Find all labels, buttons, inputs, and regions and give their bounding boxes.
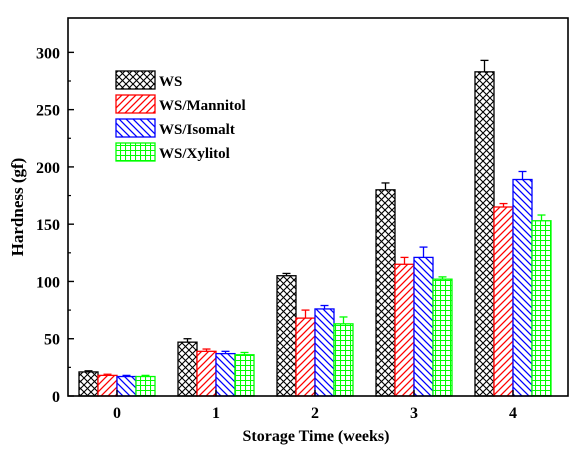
y-tick-label: 250 <box>36 103 60 120</box>
x-axis-label: Storage Time (weeks) <box>243 428 390 445</box>
bar-ws-week-3 <box>375 189 396 397</box>
bar-ws-isomalt-week-4 <box>512 178 533 397</box>
bar-ws-mannitol-week-0 <box>97 374 118 397</box>
error-bar-ws-xylitol-week-4 <box>537 214 546 221</box>
error-bar-ws-week-2 <box>282 272 291 276</box>
bar-ws-week-4 <box>474 71 495 397</box>
y-tick-label: 200 <box>36 160 60 177</box>
error-bar-ws-mannitol-week-3 <box>400 256 409 265</box>
bar-ws-isomalt-week-0 <box>116 375 137 397</box>
x-tick-label: 0 <box>113 405 121 422</box>
error-bar-ws-week-0 <box>84 370 93 372</box>
x-tick-label: 1 <box>212 405 220 422</box>
bar-ws-xylitol-week-4 <box>531 220 552 397</box>
legend-label: WS/Mannitol <box>159 98 246 114</box>
bar-ws-isomalt-week-1 <box>215 352 236 397</box>
legend-label: WS/Isomalt <box>159 122 235 138</box>
legend-label: WS/Xylitol <box>159 146 230 162</box>
legend-item: WS <box>115 70 182 90</box>
y-axis-label: Hardness (gf) <box>8 158 27 257</box>
error-bar-ws-isomalt-week-4 <box>518 170 527 180</box>
legend: WS WS/Mannitol WS/Isomalt WS/Xylitol <box>115 70 246 162</box>
error-bar-ws-isomalt-week-0 <box>122 374 131 377</box>
bar-ws-week-0 <box>78 371 99 397</box>
bar-ws-mannitol-week-3 <box>394 263 415 397</box>
error-bars <box>84 59 546 377</box>
error-bar-ws-isomalt-week-2 <box>320 304 329 309</box>
error-bar-ws-xylitol-week-0 <box>141 374 150 377</box>
error-bar-ws-mannitol-week-1 <box>202 348 211 352</box>
legend-item: WS/Isomalt <box>115 118 235 138</box>
error-bar-ws-xylitol-week-1 <box>240 351 249 355</box>
y-tick-label: 50 <box>44 332 60 349</box>
error-bar-ws-week-1 <box>183 338 192 343</box>
legend-swatch <box>115 118 156 138</box>
error-bar-ws-week-4 <box>480 59 489 72</box>
bar-ws-mannitol-week-4 <box>493 206 514 397</box>
legend-label: WS <box>159 74 182 90</box>
legend-item: WS/Xylitol <box>115 142 230 162</box>
y-tick-label: 150 <box>36 217 60 234</box>
bar-ws-mannitol-week-1 <box>196 350 217 397</box>
legend-item: WS/Mannitol <box>115 94 246 114</box>
legend-swatch <box>115 70 156 90</box>
bar-ws-week-1 <box>177 341 198 397</box>
error-bar-ws-isomalt-week-1 <box>221 350 230 354</box>
error-bar-ws-mannitol-week-0 <box>103 373 112 376</box>
x-tick-label: 3 <box>410 405 418 422</box>
bar-ws-isomalt-week-3 <box>413 256 434 397</box>
error-bar-ws-mannitol-week-4 <box>499 202 508 207</box>
bar-ws-xylitol-week-1 <box>234 354 255 397</box>
x-tick-label: 2 <box>311 405 319 422</box>
y-tick-label: 100 <box>36 274 60 291</box>
bar-ws-xylitol-week-2 <box>333 323 354 397</box>
bar-ws-xylitol-week-0 <box>135 375 156 397</box>
error-bar-ws-mannitol-week-2 <box>301 309 310 319</box>
legend-swatch <box>115 94 156 114</box>
bar-ws-week-2 <box>276 275 297 397</box>
plot-frame <box>67 17 569 397</box>
bar-ws-mannitol-week-2 <box>295 317 316 397</box>
x-tick-label: 4 <box>509 405 517 422</box>
legend-swatch <box>115 142 156 162</box>
error-bar-ws-isomalt-week-3 <box>419 246 428 258</box>
error-bar-ws-xylitol-week-2 <box>339 316 348 324</box>
y-tick-label: 300 <box>36 45 60 62</box>
error-bar-ws-week-3 <box>381 182 390 190</box>
y-tick-label: 0 <box>52 389 60 406</box>
axis-ticks: 0 50 100 150 200 250 300 0 1 2 3 4 <box>36 45 517 422</box>
bar-ws-isomalt-week-2 <box>314 308 335 397</box>
bar-ws-xylitol-week-3 <box>432 278 453 397</box>
error-bar-ws-xylitol-week-3 <box>438 276 447 280</box>
